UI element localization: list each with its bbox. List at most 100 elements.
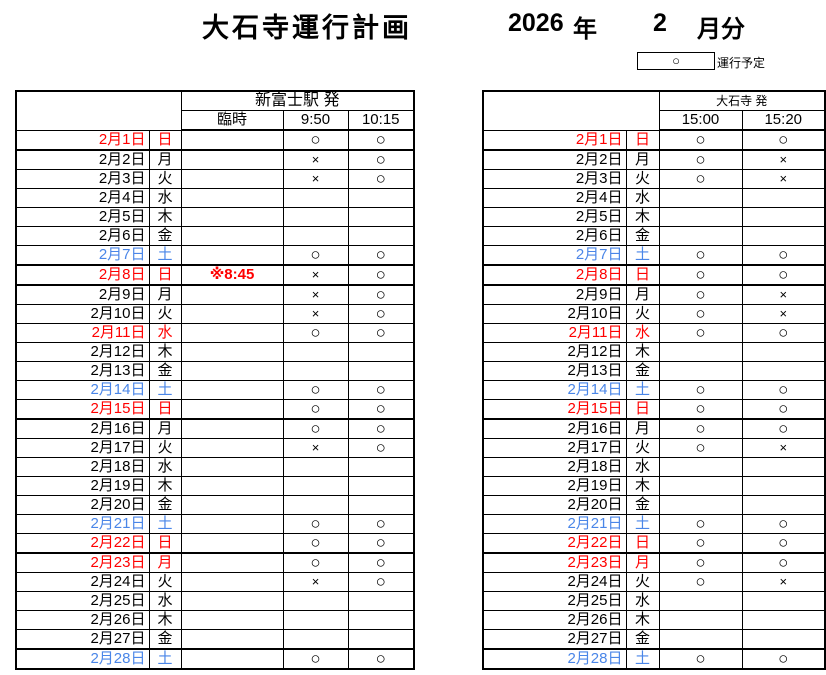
dow-cell: 土 <box>625 380 660 400</box>
date-cell: 2月22日 <box>15 533 150 554</box>
mark-cell: × <box>741 304 826 324</box>
mark-cell <box>658 591 743 611</box>
dow-cell: 金 <box>148 495 182 515</box>
mark-cell <box>282 457 349 477</box>
dow-cell: 月 <box>625 284 660 305</box>
mark-cell <box>741 457 826 477</box>
mark-cell <box>180 169 284 189</box>
mark-cell: ○ <box>741 323 826 343</box>
dow-cell: 火 <box>148 169 182 189</box>
mark-cell <box>180 418 284 439</box>
date-cell: 2月11日 <box>482 323 627 343</box>
mark-cell <box>180 495 284 515</box>
mark-cell <box>282 207 349 227</box>
mark-cell: × <box>741 169 826 189</box>
month-unit-label: 月分 <box>697 16 745 43</box>
dow-cell: 日 <box>625 399 660 420</box>
mark-cell: ○ <box>658 533 743 554</box>
dow-cell: 月 <box>148 418 182 439</box>
mark-cell: ○ <box>741 399 826 420</box>
date-cell: 2月19日 <box>15 476 150 496</box>
date-cell: 2月19日 <box>482 476 627 496</box>
dow-cell: 水 <box>625 188 660 208</box>
dow-cell: 木 <box>625 610 660 630</box>
dow-cell: 火 <box>625 304 660 324</box>
mark-cell: × <box>741 149 826 170</box>
mark-cell <box>180 188 284 208</box>
mark-cell <box>282 629 349 650</box>
date-cell: 2月20日 <box>482 495 627 515</box>
date-cell: 2月28日 <box>15 648 150 670</box>
schedule-row: 2月15日日 ○ ○ <box>482 399 826 420</box>
mark-cell <box>658 610 743 630</box>
date-cell: 2月13日 <box>15 361 150 381</box>
mark-cell <box>658 495 743 515</box>
date-cell: 2月25日 <box>15 591 150 611</box>
schedule-row: 2月25日水 <box>15 591 415 611</box>
schedule-row: 2月12日木 <box>15 342 415 362</box>
schedule-row: 2月26日木 <box>482 610 826 630</box>
mark-cell: × <box>282 438 349 458</box>
date-cell: 2月6日 <box>482 226 627 246</box>
dow-cell: 日 <box>148 533 182 554</box>
station-header: 大石寺 発 <box>658 90 826 111</box>
mark-cell: ○ <box>658 304 743 324</box>
schedule-row: 2月22日日 ○ ○ <box>15 533 415 554</box>
mark-cell: × <box>282 264 349 286</box>
schedule-row: 2月19日木 <box>15 476 415 496</box>
mark-cell <box>347 188 415 208</box>
dow-cell: 水 <box>625 591 660 611</box>
mark-cell <box>347 207 415 227</box>
mark-cell <box>180 438 284 458</box>
mark-cell: ○ <box>741 264 826 286</box>
schedule-row: 2月21日土 ○ ○ <box>15 514 415 534</box>
mark-cell: × <box>282 169 349 189</box>
mark-cell: ○ <box>347 245 415 266</box>
time-header-row: 15:00 15:20 <box>483 110 826 131</box>
mark-cell: ○ <box>347 648 415 670</box>
mark-cell <box>347 361 415 381</box>
dow-cell: 土 <box>625 245 660 266</box>
date-cell: 2月27日 <box>15 629 150 650</box>
schedule-row: 2月1日日 ○ ○ <box>15 129 415 151</box>
schedule-row: 2月10日火 ○ × <box>482 304 826 324</box>
schedule-row: 2月23日月 ○ ○ <box>482 552 826 573</box>
dow-cell: 木 <box>148 207 182 227</box>
date-cell: 2月8日 <box>15 264 150 286</box>
dow-cell: 金 <box>625 361 660 381</box>
dow-cell: 土 <box>148 245 182 266</box>
mark-cell <box>180 304 284 324</box>
date-cell: 2月12日 <box>15 342 150 362</box>
dow-cell: 木 <box>625 342 660 362</box>
schedule-row: 2月5日木 <box>15 207 415 227</box>
schedule-row: 2月18日水 <box>482 457 826 477</box>
mark-cell: ○ <box>658 438 743 458</box>
mark-cell <box>282 591 349 611</box>
dow-cell: 土 <box>625 648 660 670</box>
mark-cell: ○ <box>347 323 415 343</box>
dow-cell: 土 <box>148 380 182 400</box>
mark-cell <box>658 342 743 362</box>
date-cell: 2月7日 <box>482 245 627 266</box>
mark-cell: ○ <box>282 552 349 573</box>
mark-cell <box>180 207 284 227</box>
date-cell: 2月5日 <box>482 207 627 227</box>
date-cell: 2月4日 <box>15 188 150 208</box>
schedule-row: 2月1日日 ○ ○ <box>482 129 826 151</box>
dow-cell: 金 <box>148 226 182 246</box>
dow-cell: 木 <box>148 476 182 496</box>
page-title: 大石寺運行計画 <box>202 13 412 43</box>
year-value: 2026 <box>508 9 564 37</box>
date-cell: 2月20日 <box>15 495 150 515</box>
mark-cell: ○ <box>741 552 826 573</box>
date-cell: 2月14日 <box>482 380 627 400</box>
date-cell: 2月17日 <box>15 438 150 458</box>
mark-cell: ○ <box>741 245 826 266</box>
mark-cell: ○ <box>282 399 349 420</box>
mark-cell: ※8:45 <box>180 264 284 286</box>
station-header: 新富士駅 発 <box>180 90 415 111</box>
date-cell: 2月9日 <box>482 284 627 305</box>
mark-cell <box>658 226 743 246</box>
mark-cell: ○ <box>282 648 349 670</box>
